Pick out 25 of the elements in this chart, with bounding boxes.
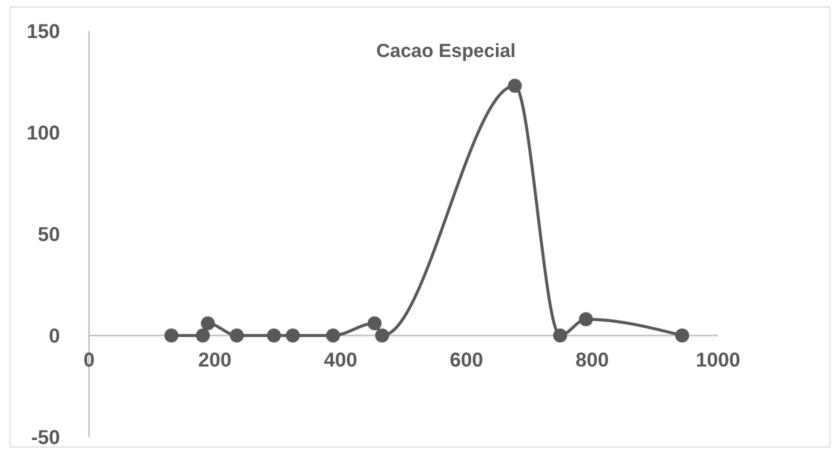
- point: [675, 328, 690, 342]
- x-tick-label: 600: [450, 350, 484, 372]
- point: [200, 316, 215, 330]
- point: [578, 312, 593, 326]
- point: [553, 328, 568, 342]
- x-tick-label: 1000: [696, 350, 740, 372]
- y-tick-label: 100: [26, 122, 60, 144]
- x-tick-label: 800: [576, 350, 609, 372]
- point: [508, 78, 522, 93]
- point: [326, 328, 340, 342]
- x-tick-label: 0: [83, 350, 95, 372]
- point: [164, 328, 178, 342]
- point: [230, 328, 244, 342]
- point: [196, 328, 210, 342]
- x-tick-label: 400: [324, 350, 358, 372]
- x-tick-label: 200: [198, 350, 232, 372]
- point: [368, 316, 382, 330]
- point: [286, 328, 300, 342]
- point: [266, 328, 281, 342]
- y-tick-label: -50: [31, 427, 60, 449]
- y-tick-label: 0: [48, 326, 60, 348]
- point: [375, 328, 390, 342]
- y-tick-label: 150: [26, 21, 60, 43]
- text: Cacao Especial: [376, 41, 516, 62]
- y-tick-label: 50: [38, 224, 60, 246]
